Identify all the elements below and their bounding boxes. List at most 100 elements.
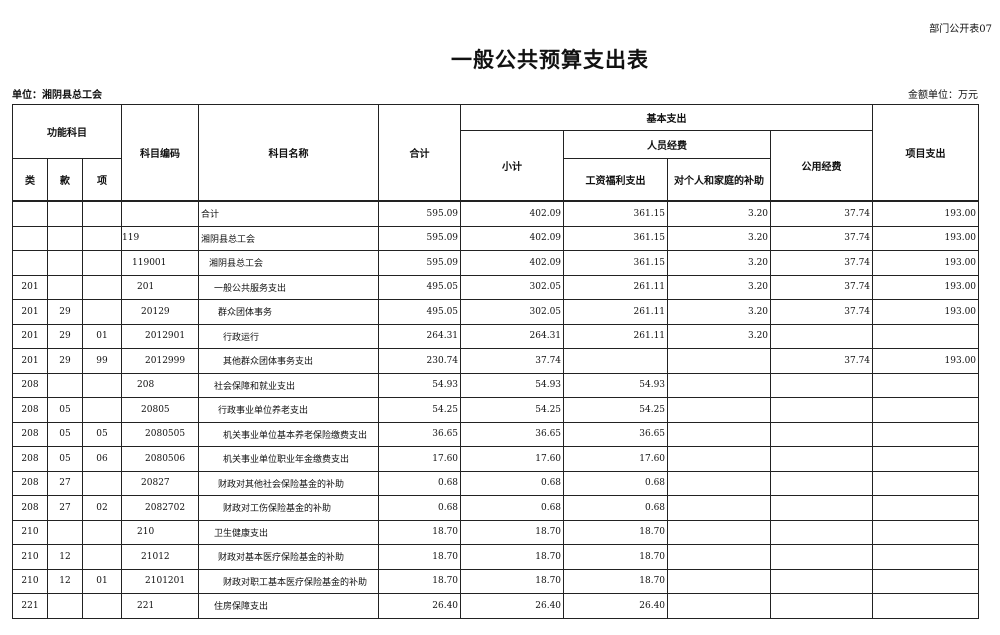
cell-subtotal: 17.60 [460,446,565,472]
cell-lei [12,200,48,227]
header-total: 合计 [378,104,462,202]
cell-wages: 261.11 [563,274,669,300]
cell-subsidy [667,348,772,374]
cell-public: 37.74 [770,200,874,227]
cell-code: 210 [121,519,200,545]
cell-project: 193.00 [872,250,980,276]
cell-code: 221 [121,593,200,619]
table-row: 201 29 01 2012901 行政运行 264.31 264.31 261.11 3.20 [12,323,980,349]
table-row: 201 201 一般公共服务支出 495.05 302.05 261.11 3.20 37.7… [12,274,980,300]
cell-subtotal: 18.70 [460,568,565,594]
cell-total: 595.09 [378,250,462,276]
cell-code: 2101201 [121,568,200,594]
cell-lei: 208 [12,372,48,398]
cell-project [872,568,980,594]
cell-xiang [81,274,123,300]
cell-project [872,323,980,349]
header-basic: 基本支出 [460,104,874,131]
page-title: 一般公共预算支出表 [451,47,649,72]
table-row: 201 29 99 2012999 其他群众团体事务支出 230.74 37.74 37.74… [12,348,980,374]
cell-project: 193.00 [872,225,980,251]
cell-total: 595.09 [378,200,462,227]
cell-public [770,593,874,619]
table-row: 合计 595.09 402.09 361.15 3.20 37.74 193.00 [12,200,980,227]
header-kuan: 款 [47,158,83,202]
cell-name: 财政对工伤保险基金的补助 [198,495,380,521]
cell-lei: 208 [12,421,48,447]
cell-xiang [81,519,123,545]
cell-subtotal: 0.68 [460,470,565,496]
cell-code: 20827 [121,470,200,496]
cell-subsidy [667,421,772,447]
cell-public [770,323,874,349]
cell-xiang [81,299,123,325]
cell-subtotal: 264.31 [460,323,565,349]
cell-lei [12,250,48,276]
cell-subtotal: 36.65 [460,421,565,447]
cell-total: 0.68 [378,470,462,496]
cell-xiang [81,225,123,251]
cell-project [872,593,980,619]
cell-project [872,495,980,521]
table-row: 210 12 01 2101201 财政对职工基本医疗保险基金的补助 18.70 18.70… [12,568,980,594]
cell-code: 119 [121,225,200,251]
cell-name: 财政对基本医疗保险基金的补助 [198,544,380,570]
cell-total: 26.40 [378,593,462,619]
cell-wages: 17.60 [563,446,669,472]
table-row: 221 221 住房保障支出 26.40 26.40 26.40 [12,593,980,619]
cell-xiang: 99 [81,348,123,374]
cell-subtotal: 302.05 [460,299,565,325]
cell-kuan [47,519,83,545]
cell-project: 193.00 [872,299,980,325]
cell-code: 2082702 [121,495,200,521]
cell-project: 193.00 [872,348,980,374]
cell-lei: 210 [12,519,48,545]
cell-subtotal: 402.09 [460,225,565,251]
table-row: 210 210 卫生健康支出 18.70 18.70 18.70 [12,519,980,545]
header-xiang: 项 [81,158,123,202]
cell-public: 37.74 [770,348,874,374]
cell-total: 17.60 [378,446,462,472]
cell-lei: 208 [12,495,48,521]
cell-code: 21012 [121,544,200,570]
cell-xiang: 01 [81,568,123,594]
cell-subsidy: 3.20 [667,299,772,325]
cell-kuan [47,250,83,276]
cell-xiang: 06 [81,446,123,472]
cell-xiang [81,200,123,227]
cell-code [121,200,200,227]
cell-subsidy [667,495,772,521]
table-row: 201 29 20129 群众团体事务 495.05 302.05 261.11 3.20 37… [12,299,980,325]
cell-xiang: 05 [81,421,123,447]
cell-subsidy [667,544,772,570]
cell-wages: 361.15 [563,250,669,276]
cell-project [872,446,980,472]
cell-subsidy: 3.20 [667,225,772,251]
cell-subtotal: 402.09 [460,200,565,227]
cell-wages: 0.68 [563,470,669,496]
cell-xiang [81,544,123,570]
cell-total: 264.31 [378,323,462,349]
cell-lei: 208 [12,397,48,423]
cell-kuan: 05 [47,397,83,423]
cell-code: 20129 [121,299,200,325]
cell-subtotal: 26.40 [460,593,565,619]
cell-name: 机关事业单位职业年金缴费支出 [198,446,380,472]
cell-subtotal: 18.70 [460,519,565,545]
cell-total: 495.05 [378,274,462,300]
table-row: 210 12 21012 财政对基本医疗保险基金的补助 18.70 18.70 18.70 [12,544,980,570]
cell-wages: 54.25 [563,397,669,423]
cell-kuan: 29 [47,348,83,374]
cell-project [872,470,980,496]
cell-xiang: 01 [81,323,123,349]
cell-total: 230.74 [378,348,462,374]
cell-kuan: 29 [47,323,83,349]
cell-wages: 26.40 [563,593,669,619]
header-lei: 类 [12,158,48,202]
cell-name: 群众团体事务 [198,299,380,325]
cell-name: 卫生健康支出 [198,519,380,545]
cell-wages: 18.70 [563,568,669,594]
cell-public [770,544,874,570]
header-personnel: 人员经费 [563,130,772,159]
cell-name: 住房保障支出 [198,593,380,619]
